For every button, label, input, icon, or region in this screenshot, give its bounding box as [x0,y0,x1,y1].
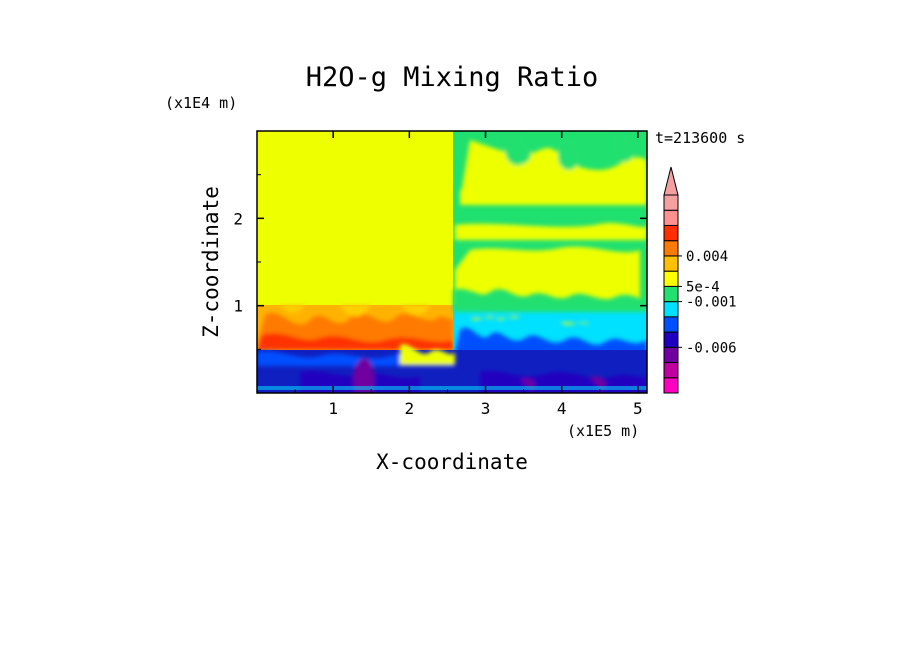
chart-title: H2O-g Mixing Ratio [306,62,599,93]
colorbar-label: 0.004 [686,249,728,265]
colorbar-swatch [663,270,679,287]
colorbar-swatch [663,331,679,348]
x-tick-label: 4 [557,399,567,418]
colorbar-label: -0.001 [686,295,737,311]
y-tick-label: 2 [233,209,243,228]
colorbar-swatch [663,255,679,272]
colorbar-swatch [663,362,679,379]
colorbar-swatch [663,209,679,226]
colorbar-label: -0.006 [686,340,737,356]
time-label: t=213600 s [655,129,745,147]
colorbar-labels: 0.004 5e-4-0.001 -0.006 [678,249,737,356]
colorbar-swatch [663,194,679,211]
colorbar-extend-arrow [663,166,679,196]
y-axis: 12 [233,174,647,350]
colorbar-swatch [663,346,679,364]
x-tick-label: 3 [481,399,491,418]
colorbar-swatch [663,224,679,242]
x-tick-label: 2 [405,399,415,418]
x-tick-label: 5 [633,399,643,418]
colorbar-swatch [663,301,679,318]
colorbar-swatch [663,316,679,333]
colorbar-swatch [663,285,679,303]
colorbar-swatch [663,377,679,394]
x-tick-label: 1 [328,399,338,418]
colorbar-label: 5e-4 [686,279,720,295]
x-unit-label: (x1E5 m) [567,422,639,440]
x-axis-title: X-coordinate [376,450,528,474]
y-tick-label: 1 [233,297,243,316]
colorbar [663,166,679,394]
plot-area [257,131,647,393]
colorbar-swatch [663,240,679,257]
x-axis: 1 2 3 4 5 [294,131,643,418]
y-axis-title: Z-coordinate [199,186,223,338]
y-unit-label: (x1E4 m) [165,94,237,112]
